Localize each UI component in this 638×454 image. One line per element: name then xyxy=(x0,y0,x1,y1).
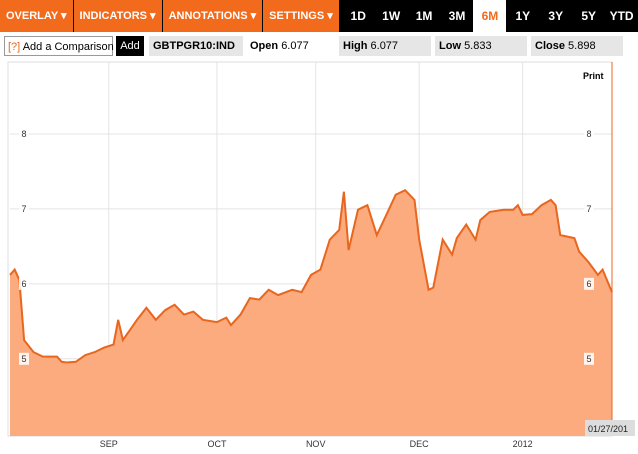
y-tick-label: 8 xyxy=(586,129,591,139)
tick-box xyxy=(19,202,29,215)
y-tick-label: 8 xyxy=(21,129,26,139)
quote: Open 6.077 xyxy=(246,36,332,56)
range-button[interactable]: 3Y xyxy=(548,9,564,23)
date-box xyxy=(585,420,635,436)
tick-box xyxy=(19,352,29,365)
print-link[interactable]: Print xyxy=(583,71,604,81)
quote-label: High xyxy=(343,40,368,52)
y-tick-label: 5 xyxy=(586,354,591,364)
x-tick-label: 2012 xyxy=(513,439,533,449)
x-tick-label: OCT xyxy=(207,439,227,449)
quote: High 6.077 xyxy=(339,36,431,56)
y-tick-label: 6 xyxy=(586,279,591,289)
add-button[interactable]: Add xyxy=(116,36,144,56)
quote-label: Close xyxy=(535,40,565,52)
x-tick-label: DEC xyxy=(410,439,430,449)
range-button[interactable]: 1D xyxy=(350,9,366,23)
range-button[interactable]: 6M xyxy=(473,0,507,32)
tick-box xyxy=(584,127,594,140)
range-button[interactable]: 5Y xyxy=(581,9,597,23)
y-tick-label: 6 xyxy=(21,279,26,289)
x-tick-label: SEP xyxy=(100,439,118,449)
range-button[interactable]: 1Y xyxy=(515,9,531,23)
quote-value: 5.898 xyxy=(568,40,596,52)
info-bar: [?] Add a Comparison Add GBTPGR10:IND Op… xyxy=(0,35,638,59)
tick-box xyxy=(584,277,594,290)
tick-box xyxy=(584,352,594,365)
area xyxy=(10,190,612,436)
help-icon[interactable]: [?] xyxy=(8,41,21,53)
y-tick-label: 7 xyxy=(586,204,591,214)
quote: Low 5.833 xyxy=(435,36,527,56)
tick-box xyxy=(19,277,29,290)
quote: Close 5.898 xyxy=(531,36,623,56)
y-tick-label: 7 xyxy=(21,204,26,214)
x-tick-label: NOV xyxy=(306,439,326,449)
menu-button[interactable]: OVERLAY xyxy=(0,0,73,32)
tick-box xyxy=(19,127,29,140)
range-button[interactable]: 3M xyxy=(448,9,466,23)
chart: Print SEP OCT NOV DEC 2012 5 5 6 6 7 7 8 8 01/27/201 xyxy=(7,61,635,449)
range-button[interactable]: 1W xyxy=(382,9,401,23)
range-button[interactable]: YTD xyxy=(609,9,634,23)
quote-value: 5.833 xyxy=(464,40,492,52)
range-button[interactable]: 1M xyxy=(415,9,433,23)
toolbar: OVERLAYINDICATORSANNOTATIONSSETTINGS 1D 1W… xyxy=(0,0,638,32)
menu-button[interactable]: INDICATORS xyxy=(73,0,162,32)
y-tick-label: 5 xyxy=(21,354,26,364)
tick-box xyxy=(584,202,594,215)
quote-value: 6.077 xyxy=(281,40,309,52)
ticker: GBTPGR10:IND xyxy=(149,36,243,56)
quote-label: Low xyxy=(439,40,461,52)
placeholder: Add a Comparison xyxy=(22,41,114,53)
menu-button[interactable]: ANNOTATIONS xyxy=(162,0,263,32)
end-date-label: 01/27/201 xyxy=(588,424,628,434)
menu-button[interactable]: SETTINGS xyxy=(263,0,339,32)
line xyxy=(9,188,613,364)
comparison-input[interactable]: [?] Add a Comparison xyxy=(4,36,114,56)
quote-value: 6.077 xyxy=(370,40,399,52)
quote-label: Open xyxy=(250,40,279,52)
